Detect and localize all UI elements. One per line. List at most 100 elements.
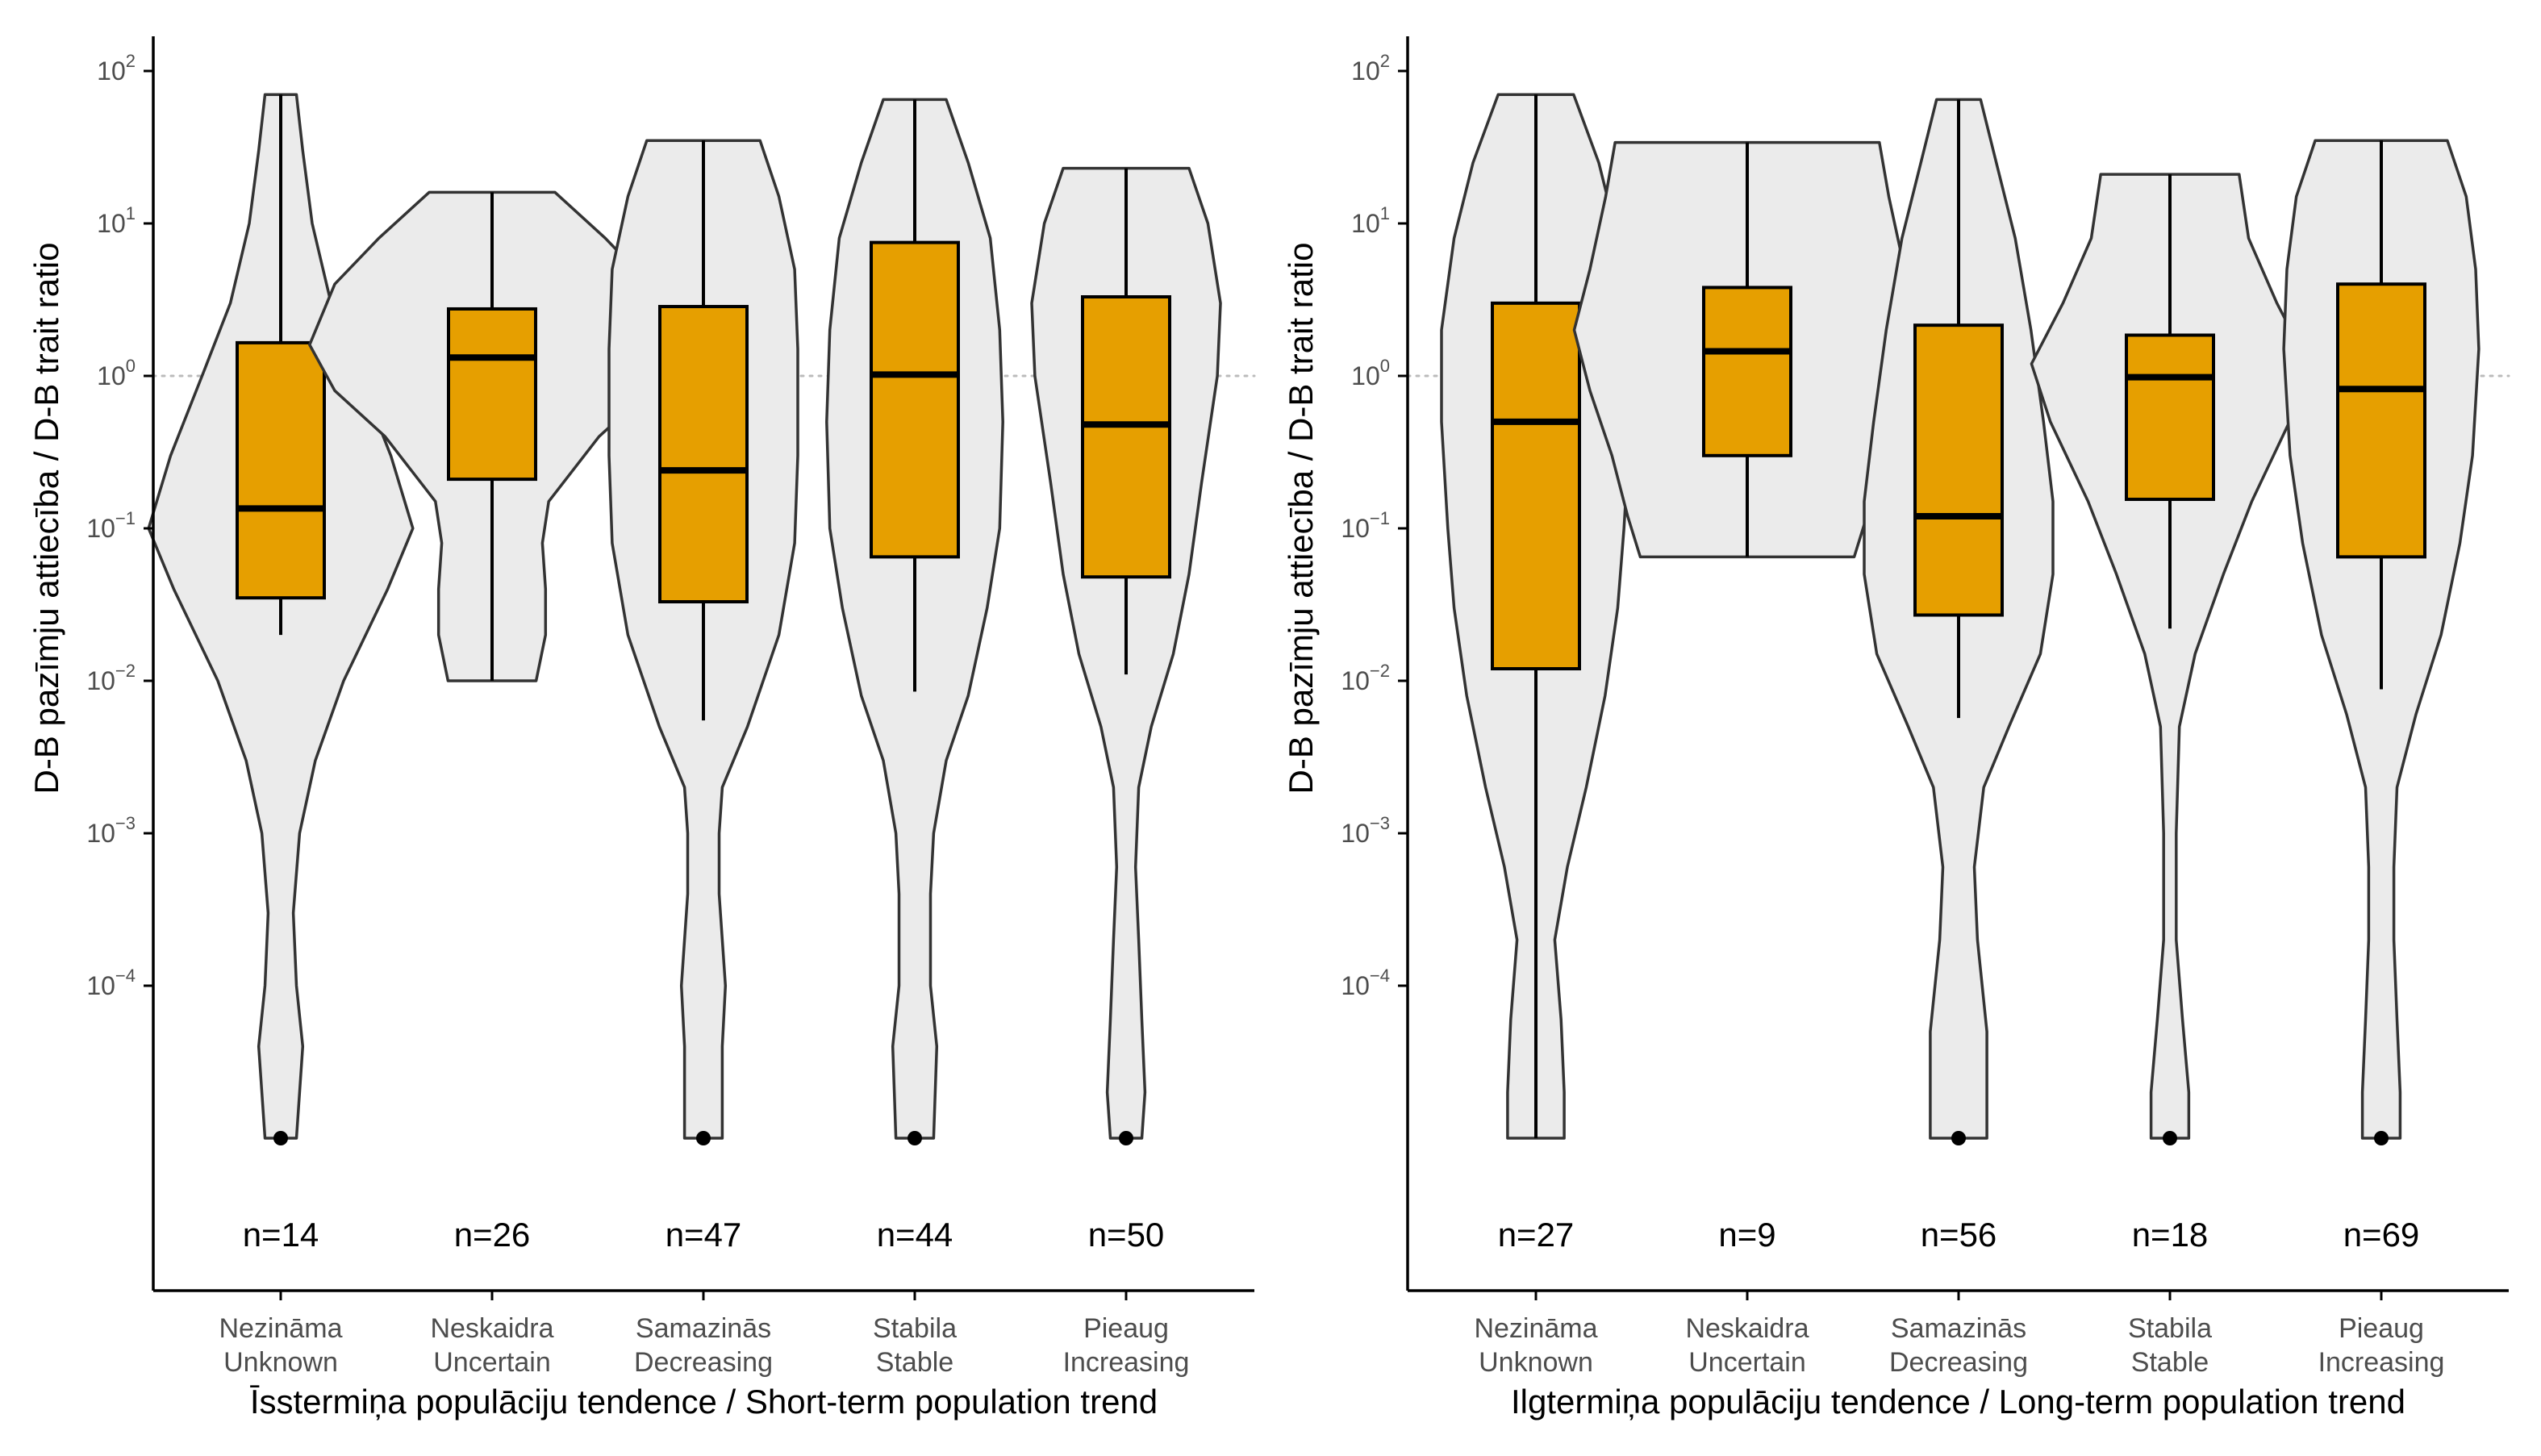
- y-tick-base: 10: [86, 514, 115, 543]
- iqr-box: [870, 240, 960, 559]
- y-tick-exponent: −1: [1370, 508, 1390, 528]
- y-tick-base: 10: [1341, 819, 1370, 848]
- n-label: n=27: [1498, 1216, 1575, 1254]
- iqr-box: [1081, 295, 1171, 579]
- n-label: n=50: [1088, 1216, 1165, 1254]
- y-tick-base: 10: [97, 209, 126, 238]
- x-tick-label-lv: Pieaug: [1083, 1313, 1169, 1344]
- y-tick-label: 102: [1351, 51, 1390, 86]
- y-tick-label: 101: [1351, 203, 1390, 238]
- x-axis-title: Ilgtermiņa populāciju tendence / Long-te…: [1511, 1383, 2405, 1421]
- y-tick-exponent: 0: [126, 356, 136, 376]
- outlier-point: [696, 1131, 711, 1145]
- y-tick-exponent: 2: [1380, 51, 1390, 71]
- y-tick-base: 10: [86, 971, 115, 1000]
- iqr-box: [658, 305, 749, 604]
- y-tick-base: 10: [86, 819, 115, 848]
- x-tick-label-lv: Stabila: [2128, 1313, 2212, 1344]
- n-label: n=18: [2132, 1216, 2209, 1254]
- iqr-box: [1702, 286, 1792, 457]
- outlier-point: [1951, 1131, 1966, 1145]
- y-tick-label: 10−3: [1341, 813, 1390, 848]
- y-tick-label: 102: [97, 51, 136, 86]
- x-tick-label-en: Increasing: [1063, 1347, 1190, 1378]
- y-tick-exponent: −1: [115, 508, 136, 528]
- x-tick-label-lv: Neskaidra: [1685, 1313, 1809, 1344]
- y-tick-label: 10−1: [1341, 508, 1390, 543]
- x-tick-label-en: Unknown: [1479, 1347, 1593, 1378]
- y-tick-label: 10−4: [1341, 966, 1390, 1000]
- x-tick-label-lv: Stabila: [873, 1313, 957, 1344]
- y-axis-title: D-B pazīmju attiecība / D-B trait ratio: [1282, 243, 1320, 795]
- n-label: n=44: [877, 1216, 953, 1254]
- x-tick-label-en: Decreasing: [1889, 1347, 2028, 1378]
- n-label: n=26: [454, 1216, 531, 1254]
- x-tick-label-lv: Samazinās: [636, 1313, 771, 1344]
- y-axis-title: D-B pazīmju attiecība / D-B trait ratio: [27, 243, 65, 795]
- x-tick-label-en: Stable: [2131, 1347, 2209, 1378]
- x-tick-label-en: Unknown: [223, 1347, 338, 1378]
- n-label: n=47: [666, 1216, 742, 1254]
- x-tick-label-en: Decreasing: [634, 1347, 773, 1378]
- x-tick-label-lv: Nezināma: [219, 1313, 342, 1344]
- outlier-point: [1119, 1131, 1133, 1145]
- y-tick-label: 100: [97, 356, 136, 390]
- x-tick-label-en: Stable: [876, 1347, 953, 1378]
- iqr-box: [1913, 323, 2004, 617]
- y-tick-exponent: 0: [1380, 356, 1390, 376]
- x-tick-label-en: Increasing: [2318, 1347, 2445, 1378]
- y-tick-base: 10: [1341, 666, 1370, 695]
- y-tick-exponent: 1: [1380, 203, 1390, 223]
- y-tick-base: 10: [1351, 56, 1380, 86]
- x-tick-label-en: Uncertain: [1688, 1347, 1806, 1378]
- x-tick-label-lv: Samazinās: [1891, 1313, 2026, 1344]
- y-tick-exponent: −2: [115, 661, 136, 681]
- x-axis-title: Īsstermiņa populāciju tendence / Short-t…: [250, 1383, 1158, 1421]
- y-tick-label: 10−2: [86, 661, 136, 695]
- y-tick-label: 10−1: [86, 508, 136, 543]
- n-label: n=56: [1921, 1216, 1997, 1254]
- y-tick-exponent: −3: [115, 813, 136, 833]
- y-tick-label: 10−2: [1341, 661, 1390, 695]
- outlier-point: [2163, 1131, 2177, 1145]
- x-tick-label-en: Uncertain: [433, 1347, 551, 1378]
- y-tick-exponent: 2: [126, 51, 136, 71]
- y-tick-exponent: 1: [126, 203, 136, 223]
- x-tick-label-lv: Neskaidra: [430, 1313, 553, 1344]
- y-tick-base: 10: [1351, 361, 1380, 390]
- y-tick-label: 10−4: [86, 966, 136, 1000]
- iqr-box: [2336, 282, 2426, 559]
- y-tick-base: 10: [1341, 971, 1370, 1000]
- iqr-box: [1491, 301, 1581, 671]
- iqr-box: [447, 307, 537, 482]
- y-tick-label: 10−3: [86, 813, 136, 848]
- y-tick-exponent: −4: [1370, 966, 1390, 986]
- y-tick-exponent: −4: [115, 966, 136, 986]
- outlier-point: [273, 1131, 288, 1145]
- y-tick-label: 100: [1351, 356, 1390, 390]
- n-label: n=69: [2343, 1216, 2420, 1254]
- y-tick-base: 10: [1341, 514, 1370, 543]
- outlier-point: [908, 1131, 922, 1145]
- y-tick-base: 10: [86, 666, 115, 695]
- y-tick-exponent: −3: [1370, 813, 1390, 833]
- x-tick-label-lv: Nezināma: [1474, 1313, 1597, 1344]
- y-tick-base: 10: [97, 56, 126, 86]
- y-tick-exponent: −2: [1370, 661, 1390, 681]
- y-tick-label: 101: [97, 203, 136, 238]
- n-label: n=9: [1718, 1216, 1775, 1254]
- iqr-box: [2125, 333, 2215, 502]
- violin-stable: [2030, 173, 2310, 1140]
- y-tick-base: 10: [97, 361, 126, 390]
